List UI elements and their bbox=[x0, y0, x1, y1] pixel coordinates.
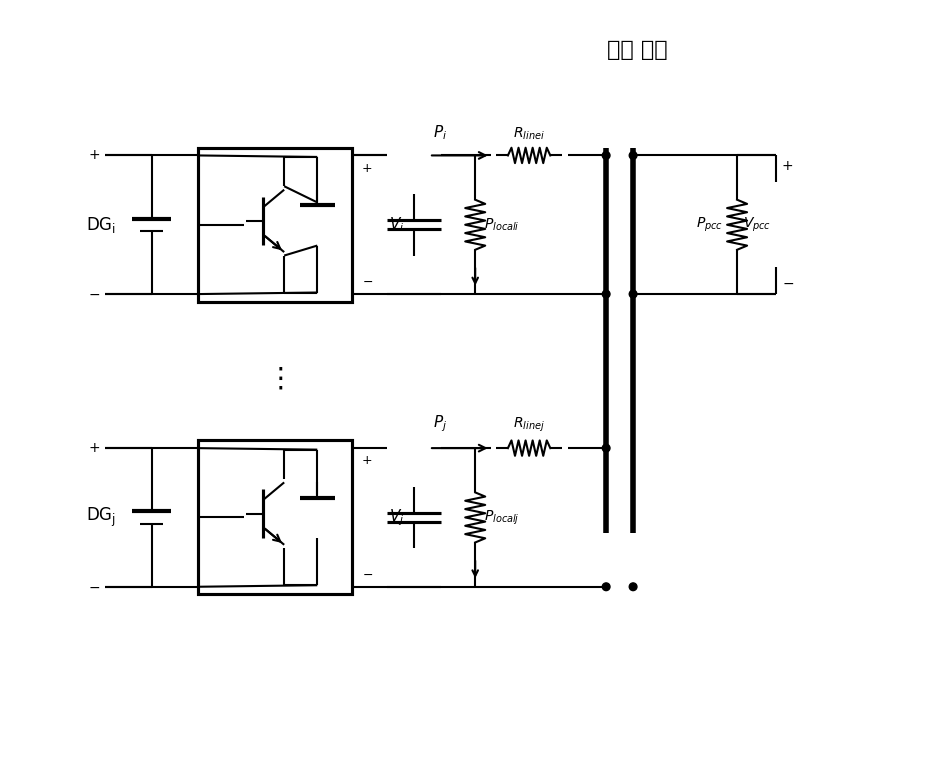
Text: $-$: $-$ bbox=[88, 287, 100, 301]
Text: $\mathrm{DG_j}$: $\mathrm{DG_j}$ bbox=[86, 506, 116, 529]
Text: $P_j$: $P_j$ bbox=[434, 414, 448, 434]
Text: $R_{linej}$: $R_{linej}$ bbox=[513, 416, 545, 434]
Circle shape bbox=[602, 152, 610, 159]
Circle shape bbox=[629, 583, 637, 591]
FancyBboxPatch shape bbox=[198, 441, 352, 594]
Text: +: + bbox=[88, 441, 100, 455]
Text: 直流 母线: 直流 母线 bbox=[607, 40, 668, 60]
Text: $-$: $-$ bbox=[782, 276, 794, 290]
FancyBboxPatch shape bbox=[198, 148, 352, 301]
Text: $V_{pcc}$: $V_{pcc}$ bbox=[743, 216, 771, 234]
Text: $-$: $-$ bbox=[362, 567, 373, 581]
Polygon shape bbox=[299, 205, 335, 244]
Circle shape bbox=[629, 290, 637, 298]
Circle shape bbox=[629, 152, 637, 159]
Text: +: + bbox=[362, 455, 373, 468]
Text: +: + bbox=[362, 162, 373, 175]
Text: $-$: $-$ bbox=[362, 275, 373, 288]
Text: $P_{pcc}$: $P_{pcc}$ bbox=[696, 216, 723, 234]
Text: $-$: $-$ bbox=[88, 580, 100, 594]
Text: +: + bbox=[782, 159, 794, 173]
Polygon shape bbox=[299, 498, 335, 537]
Text: $\vdots$: $\vdots$ bbox=[266, 365, 283, 393]
Circle shape bbox=[602, 290, 610, 298]
Text: +: + bbox=[88, 148, 100, 162]
Circle shape bbox=[602, 444, 610, 452]
Text: $P_i$: $P_i$ bbox=[434, 123, 448, 141]
Text: $V_j$: $V_j$ bbox=[389, 507, 404, 528]
Text: $V_i$: $V_i$ bbox=[389, 216, 404, 234]
Text: $P_{locali}$: $P_{locali}$ bbox=[484, 216, 520, 233]
Text: $R_{linei}$: $R_{linei}$ bbox=[513, 125, 545, 141]
Circle shape bbox=[602, 583, 610, 591]
Text: $\mathrm{DG_i}$: $\mathrm{DG_i}$ bbox=[86, 215, 116, 235]
Text: $P_{localj}$: $P_{localj}$ bbox=[484, 509, 520, 526]
